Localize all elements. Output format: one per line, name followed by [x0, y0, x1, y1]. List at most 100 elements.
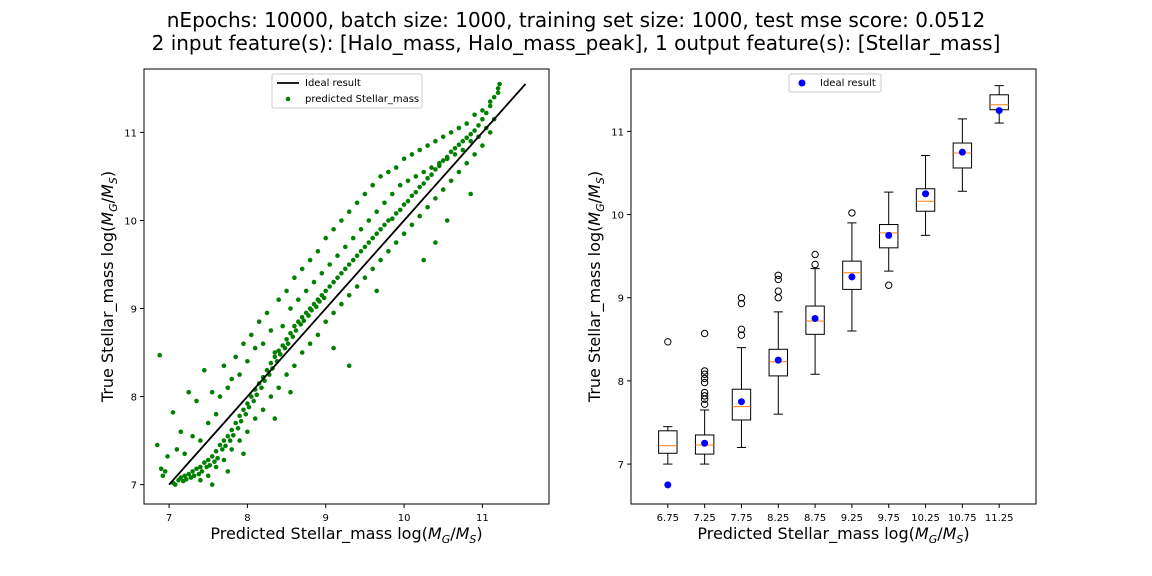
scatter-point — [209, 454, 215, 459]
scatter-point — [284, 337, 289, 342]
scatter-point — [401, 156, 407, 162]
scatter-point — [346, 363, 352, 369]
box — [805, 305, 825, 335]
x-tick-label: 9.75 — [878, 513, 900, 524]
scatter-point — [288, 306, 293, 311]
scatter-point — [354, 284, 360, 289]
scatter-point — [282, 345, 288, 351]
scatter-point — [284, 288, 289, 294]
scatter-point — [278, 352, 283, 357]
scatter-point — [299, 350, 305, 355]
scatter-point — [460, 147, 466, 153]
flier — [885, 281, 893, 289]
scatter-point — [292, 363, 297, 369]
legend-dot-swatch — [798, 79, 806, 87]
scatter-point — [221, 457, 227, 463]
scatter-point — [354, 200, 360, 206]
scatter-point — [390, 216, 395, 221]
flier — [700, 329, 709, 338]
scatter-point — [362, 244, 368, 250]
scatter-point — [217, 394, 223, 399]
scatter-point — [335, 253, 340, 258]
scatter-point — [290, 334, 296, 340]
scatter-point — [217, 442, 223, 448]
scatter-point — [491, 94, 497, 100]
scatter-point — [229, 376, 234, 382]
scatter-point — [237, 438, 242, 443]
scatter-point — [160, 473, 166, 479]
scatter-point — [264, 367, 270, 373]
scatter-point — [413, 174, 419, 179]
x-tick-label: 10 — [398, 513, 411, 524]
scatter-point — [264, 310, 270, 316]
ideal-point — [664, 481, 672, 489]
scatter-point — [433, 138, 438, 144]
scatter-point — [425, 143, 430, 148]
scatter-point — [157, 352, 162, 358]
scatter-point — [215, 455, 220, 461]
scatter-point — [252, 416, 258, 421]
scatter-point — [358, 249, 364, 254]
scatter-point — [401, 231, 407, 236]
scatter-point — [456, 169, 462, 175]
scatter-point — [440, 158, 446, 163]
scatter-point — [268, 360, 274, 366]
scatter-point — [221, 363, 227, 369]
scatter-point — [190, 469, 195, 474]
scatter-point — [311, 279, 317, 285]
scatter-point — [209, 482, 215, 487]
box — [768, 348, 788, 377]
scatter-point — [350, 235, 356, 241]
x-tick-label: 8.75 — [804, 513, 826, 524]
scatter-point — [464, 135, 470, 140]
scatter-point — [243, 411, 249, 417]
plot-frame — [630, 68, 1037, 505]
y-tick-label: 8 — [131, 393, 137, 404]
scatter-point — [405, 178, 411, 184]
scatter-point — [362, 191, 368, 197]
flier — [700, 374, 709, 383]
legend-label: predicted Stellar_mass — [305, 94, 419, 105]
scatter-point — [213, 448, 219, 454]
flier — [700, 370, 709, 378]
ideal-point — [848, 273, 856, 281]
flier — [700, 367, 709, 375]
plot-frame — [143, 68, 550, 505]
flier — [774, 287, 782, 295]
flier — [737, 325, 746, 334]
scatter-point — [440, 134, 446, 140]
scatter-point — [251, 398, 256, 404]
ideal-point — [958, 148, 966, 156]
scatter-point — [456, 142, 462, 147]
scatter-point — [480, 108, 485, 113]
flier — [664, 338, 672, 346]
scatter-point — [358, 227, 364, 232]
box — [915, 188, 936, 212]
scatter-point — [186, 471, 191, 477]
scatter-point — [165, 454, 170, 459]
scatter-point — [405, 198, 411, 204]
scatter-point — [433, 240, 438, 245]
scatter-point — [249, 332, 254, 338]
scatter-point — [158, 466, 164, 472]
x-tick-label: 8.25 — [767, 513, 789, 524]
scatter-point — [301, 318, 307, 324]
scatter-point — [409, 222, 415, 228]
scatter-point — [382, 222, 387, 228]
scatter-point — [409, 152, 415, 157]
scatter-point — [390, 191, 395, 197]
scatter-point — [366, 218, 372, 223]
y-tick-label: 11 — [124, 128, 137, 139]
scatter-point — [323, 319, 329, 325]
scatter-point — [190, 433, 195, 439]
scatter-point — [194, 466, 199, 472]
ideal-point — [811, 315, 819, 323]
scatter-point — [433, 196, 438, 201]
scatter-point — [223, 443, 228, 449]
box — [731, 388, 752, 421]
scatter-point — [343, 244, 348, 250]
x-tick-label: 11.25 — [985, 513, 1014, 524]
box-plot: 6.75 7.25 7.75 8.25 8.75 9.25 9.75 10.25 10.75 11… — [585, 68, 1037, 546]
scatter-point — [272, 350, 278, 355]
scatter-point — [331, 310, 336, 316]
